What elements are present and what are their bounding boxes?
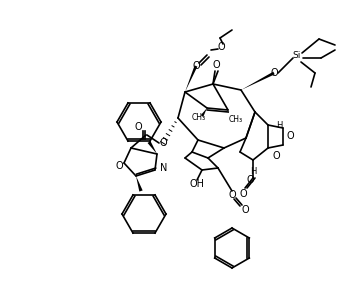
Text: O: O <box>134 122 142 132</box>
Polygon shape <box>136 176 143 192</box>
Text: O: O <box>228 190 236 200</box>
Text: O: O <box>212 60 220 70</box>
Text: O: O <box>287 131 295 141</box>
Text: O: O <box>272 151 280 161</box>
Polygon shape <box>185 66 197 92</box>
Text: O: O <box>159 138 167 148</box>
Polygon shape <box>241 72 275 90</box>
Text: H: H <box>276 120 282 130</box>
Text: O: O <box>217 42 225 52</box>
Text: CH₃: CH₃ <box>229 116 243 125</box>
Text: N: N <box>160 163 167 173</box>
Polygon shape <box>201 108 207 117</box>
Text: O: O <box>241 205 249 215</box>
Text: O: O <box>246 175 254 185</box>
Text: OH: OH <box>189 179 204 189</box>
Polygon shape <box>147 141 157 154</box>
Text: O: O <box>270 68 278 78</box>
Text: O: O <box>192 61 200 71</box>
Text: Si: Si <box>293 50 301 60</box>
Text: O: O <box>115 161 123 171</box>
Text: O: O <box>239 189 247 199</box>
Text: CH₃: CH₃ <box>192 114 206 122</box>
Text: H: H <box>250 167 256 176</box>
